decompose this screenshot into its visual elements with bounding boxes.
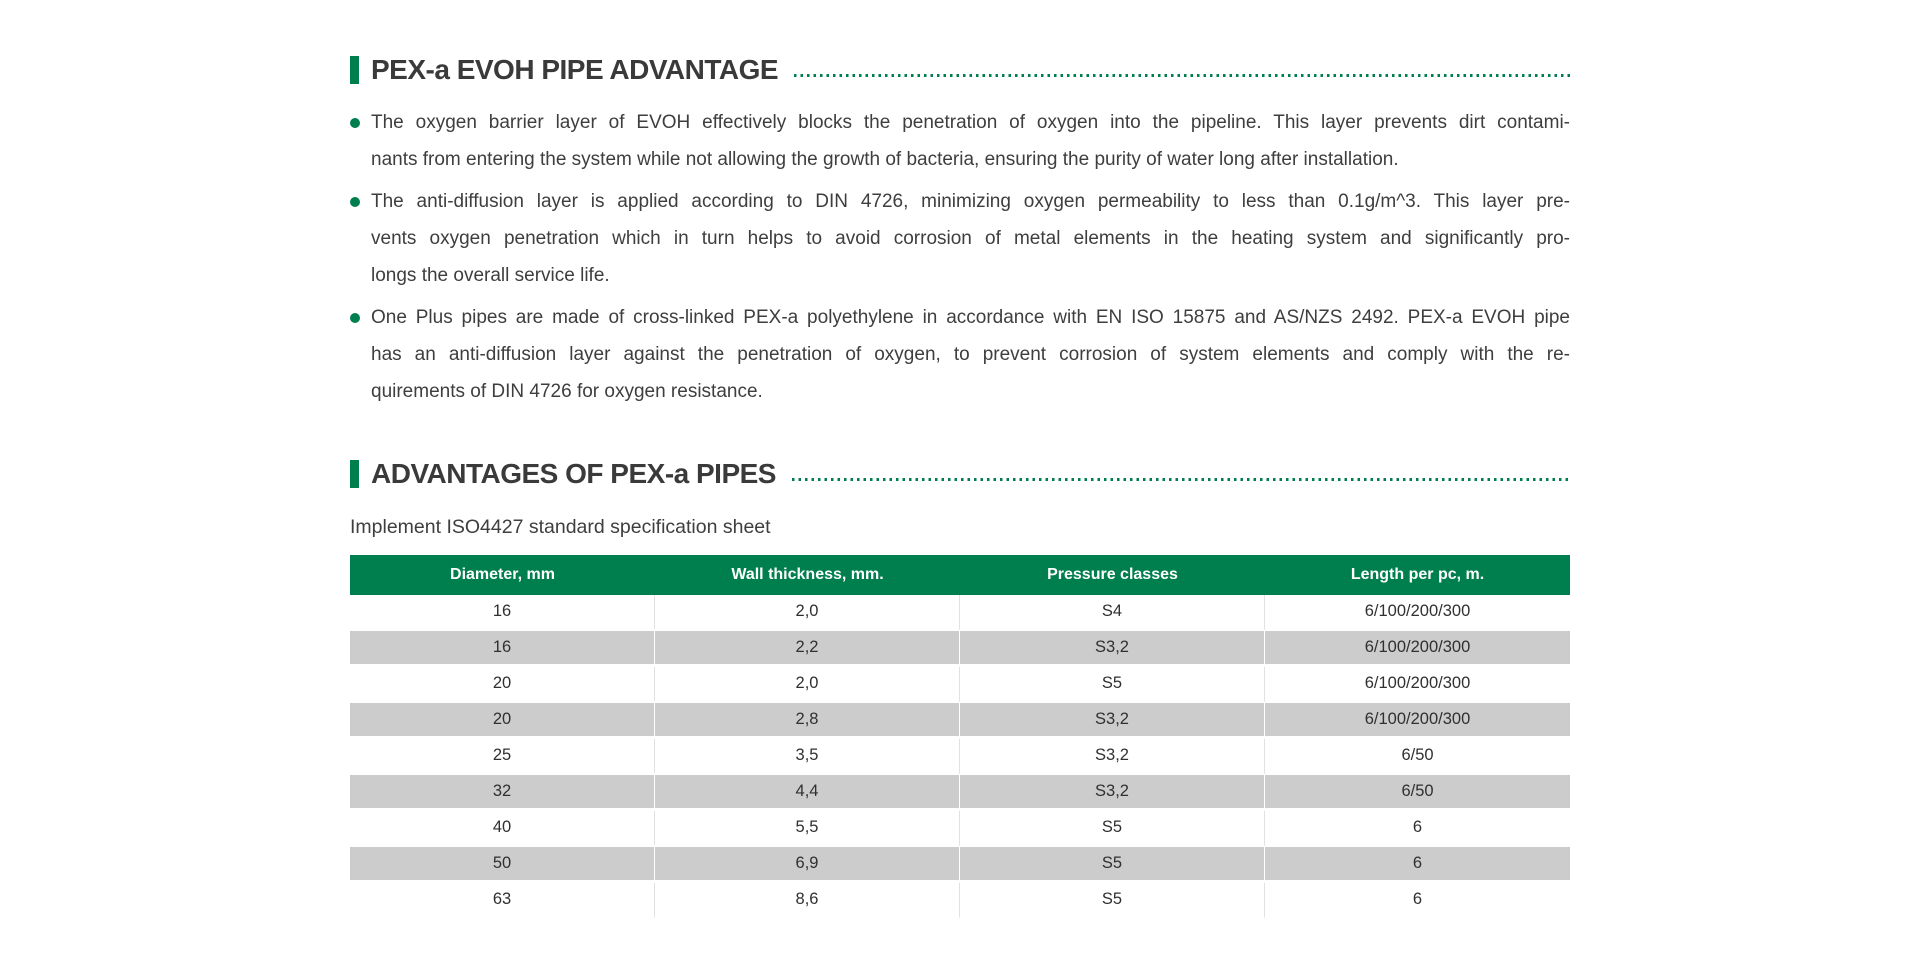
table-cell: 6/100/200/300 — [1265, 595, 1570, 631]
table-cell: 50 — [350, 847, 655, 883]
table-cell: S4 — [960, 595, 1265, 631]
table-body: 16 2,0 S4 6/100/200/300 16 2,2 S3,2 6/100/200/3… — [350, 595, 1570, 919]
table-cell: 6/100/200/300 — [1265, 703, 1570, 739]
bullet-line: longs the overall service life. — [371, 265, 610, 286]
table-cell: 20 — [350, 703, 655, 739]
bullet-icon — [350, 313, 360, 323]
section-pex-evoh-advantage: PEX-a EVOH PIPE ADVANTAGE The oxygen bar… — [350, 52, 1570, 410]
bullet-text: The anti-diffusion layer is applied acco… — [371, 183, 1570, 294]
table-cell: S5 — [960, 667, 1265, 703]
table-cell: 2,2 — [655, 631, 960, 667]
table-cell: 6 — [1265, 811, 1570, 847]
section-title: ADVANTAGES OF PEX-a PIPES — [371, 458, 776, 489]
table-row: 25 3,5 S3,2 6/50 — [350, 739, 1570, 775]
section-advantages-pex-pipes: ADVANTAGES OF PEX-a PIPES Implement ISO4… — [350, 456, 1570, 919]
heading-accent-bar — [350, 56, 359, 84]
bullet-line: quirements of DIN 4726 for oxygen resist… — [371, 381, 763, 402]
table-cell: 16 — [350, 595, 655, 631]
table-cell: 6,9 — [655, 847, 960, 883]
table-header-row: Diameter, mm Wall thickness, mm. Pressure … — [350, 555, 1570, 595]
table-cell: 16 — [350, 631, 655, 667]
pipe-spec-table: Diameter, mm Wall thickness, mm. Pressure … — [350, 555, 1570, 919]
section-title: PEX-a EVOH PIPE ADVANTAGE — [371, 54, 779, 85]
table-cell: 32 — [350, 775, 655, 811]
table-row: 50 6,9 S5 6 — [350, 847, 1570, 883]
table-cell: 3,5 — [655, 739, 960, 775]
table-row: 16 2,0 S4 6/100/200/300 — [350, 595, 1570, 631]
bullet-list: The oxygen barrier layer of EVOH effecti… — [350, 104, 1570, 410]
bullet-icon — [350, 197, 360, 207]
table-row: 20 2,0 S5 6/100/200/300 — [350, 667, 1570, 703]
table-cell: 2,0 — [655, 667, 960, 703]
bullet-item: One Plus pipes are made of cross-linked … — [350, 299, 1570, 410]
table-cell: 2,8 — [655, 703, 960, 739]
dotted-rule — [791, 477, 1570, 481]
column-header: Length per pc, m. — [1265, 555, 1570, 595]
table-cell: S3,2 — [960, 775, 1265, 811]
bullet-text: The oxygen barrier layer of EVOH effecti… — [371, 104, 1570, 178]
table-cell: 2,0 — [655, 595, 960, 631]
bullet-line: nants from entering the system while not… — [371, 149, 1399, 170]
heading-accent-bar — [350, 460, 359, 488]
table-cell: 6 — [1265, 847, 1570, 883]
bullet-line: The oxygen barrier layer of EVOH effecti… — [371, 112, 1570, 133]
table-row: 40 5,5 S5 6 — [350, 811, 1570, 847]
table-cell: S5 — [960, 811, 1265, 847]
bullet-line: One Plus pipes are made of cross-linked … — [371, 307, 1570, 328]
table-cell: 6/100/200/300 — [1265, 631, 1570, 667]
bullet-line: The anti-diffusion layer is applied acco… — [371, 191, 1570, 212]
table-cell: 6/100/200/300 — [1265, 667, 1570, 703]
table-cell: 25 — [350, 739, 655, 775]
table-cell: S3,2 — [960, 703, 1265, 739]
table-row: 16 2,2 S3,2 6/100/200/300 — [350, 631, 1570, 667]
table-row: 20 2,8 S3,2 6/100/200/300 — [350, 703, 1570, 739]
bullet-line: has an anti-diffusion layer against the … — [371, 344, 1570, 365]
table-row: 63 8,6 S5 6 — [350, 883, 1570, 919]
table-cell: 4,4 — [655, 775, 960, 811]
table-cell: 63 — [350, 883, 655, 919]
bullet-item: The anti-diffusion layer is applied acco… — [350, 183, 1570, 294]
bullet-text: One Plus pipes are made of cross-linked … — [371, 299, 1570, 410]
table-cell: 6 — [1265, 883, 1570, 919]
table-cell: 20 — [350, 667, 655, 703]
table-row: 32 4,4 S3,2 6/50 — [350, 775, 1570, 811]
table-cell: 5,5 — [655, 811, 960, 847]
table-caption: Implement ISO4427 standard specification… — [350, 516, 771, 538]
table-cell: 6/50 — [1265, 739, 1570, 775]
bullet-line: vents oxygen penetration which in turn h… — [371, 228, 1570, 249]
table-header: Diameter, mm Wall thickness, mm. Pressure … — [350, 555, 1570, 595]
column-header: Pressure classes — [960, 555, 1265, 595]
table-cell: 6/50 — [1265, 775, 1570, 811]
table-cell: S5 — [960, 847, 1265, 883]
section-heading-row: ADVANTAGES OF PEX-a PIPES — [350, 456, 1570, 492]
column-header: Wall thickness, mm. — [655, 555, 960, 595]
table-cell: 8,6 — [655, 883, 960, 919]
bullet-icon — [350, 118, 360, 128]
table-cell: S3,2 — [960, 739, 1265, 775]
table-cell: 40 — [350, 811, 655, 847]
dotted-rule — [794, 73, 1570, 77]
section-heading-row: PEX-a EVOH PIPE ADVANTAGE — [350, 52, 1570, 88]
table-cell: S5 — [960, 883, 1265, 919]
bullet-item: The oxygen barrier layer of EVOH effecti… — [350, 104, 1570, 178]
content-column: PEX-a EVOH PIPE ADVANTAGE The oxygen bar… — [350, 52, 1570, 919]
column-header: Diameter, mm — [350, 555, 655, 595]
table-cell: S3,2 — [960, 631, 1265, 667]
